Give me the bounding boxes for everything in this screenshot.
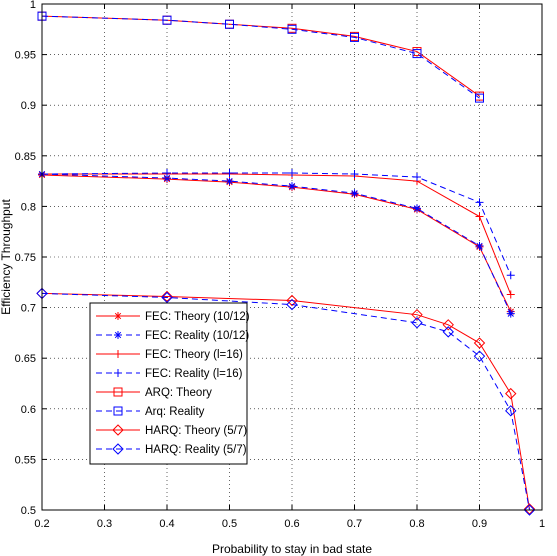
diamond-marker: [112, 424, 124, 436]
asterisk-marker: [114, 312, 122, 320]
plus-marker: [225, 169, 234, 178]
series-line: [41, 174, 512, 312]
x-tick-label: 0.6: [284, 518, 299, 530]
legend-label: HARQ: Theory (5/7): [145, 425, 247, 437]
asterisk-marker: [225, 177, 234, 186]
series-2: [38, 170, 515, 299]
square-marker: [113, 387, 123, 397]
diamond-marker: [161, 290, 173, 303]
plus-marker: [506, 290, 515, 299]
asterisk-marker: [413, 204, 421, 213]
y-tick-label: 0.95: [15, 50, 36, 62]
square-marker: [162, 15, 172, 25]
square-marker: [287, 24, 297, 34]
diamond-marker: [286, 298, 298, 311]
plus-marker: [475, 212, 484, 221]
diamond-marker: [523, 503, 536, 515]
legend: FEC: Theory (10/12) FEC: Reality (10/12) F…: [89, 302, 250, 465]
diamond-marker: [161, 291, 173, 304]
diamond-marker: [442, 319, 454, 331]
x-tick-label: 0.7: [347, 518, 362, 530]
y-tick-label: 0.55: [15, 454, 36, 466]
axis-ticks: 0.2 0.3 0.4 0.5 0.6 0.7 0.8 0.9 1 0.5 0.55 0.6 0.65 0…: [15, 0, 545, 530]
diamond-marker: [442, 326, 454, 338]
series-5: [37, 11, 484, 103]
legend-label: FEC: Theory (l=16): [145, 349, 243, 361]
square-marker: [350, 32, 359, 42]
series-line: [41, 292, 530, 510]
series-line: [41, 15, 480, 97]
y-tick-label: 0.75: [15, 252, 36, 264]
plus-marker: [350, 170, 359, 179]
x-tick-label: 0.8: [409, 518, 424, 530]
series-4: [37, 11, 484, 101]
x-tick-label: 0.2: [34, 518, 49, 530]
asterisk-marker: [288, 182, 296, 191]
diamond-marker: [411, 317, 423, 329]
asterisk-marker: [114, 331, 122, 339]
plus-marker: [163, 169, 171, 178]
y-axis-label: Efficiency Throughput: [0, 199, 13, 315]
grid-lines: [42, 4, 542, 510]
series-line: [42, 173, 512, 295]
legend-label: ARQ: Theory: [145, 387, 212, 399]
x-axis-label: Probability to stay in bad state: [212, 542, 372, 556]
square-marker: [475, 93, 484, 103]
series-line: [41, 173, 512, 314]
x-tick-label: 1: [539, 518, 545, 530]
plus-marker: [114, 369, 122, 377]
asterisk-marker: [475, 241, 484, 250]
diamond-marker: [505, 405, 517, 417]
x-tick-label: 0.9: [472, 518, 487, 530]
asterisk-marker: [506, 309, 515, 318]
series-0: [38, 171, 515, 316]
y-tick-label: 0.8: [21, 201, 36, 213]
series-line: [41, 15, 480, 99]
y-tick-label: 0.6: [21, 404, 36, 416]
square-marker: [225, 19, 234, 29]
plus-marker: [288, 169, 296, 178]
x-tick-label: 0.4: [159, 518, 174, 530]
series-line: [41, 172, 512, 276]
diamond-marker: [473, 350, 486, 362]
x-tick-label: 0.5: [222, 518, 237, 530]
square-marker: [113, 406, 123, 416]
plus-marker: [475, 198, 484, 207]
diamond-marker: [505, 387, 517, 400]
series-line: [41, 292, 530, 511]
legend-box: [89, 302, 248, 465]
y-tick-label: 0.5: [21, 505, 36, 517]
plus-marker: [413, 173, 421, 182]
diamond-marker: [523, 504, 536, 516]
asterisk-marker: [163, 174, 171, 183]
legend-label: FEC: Reality (l=16): [145, 368, 243, 380]
legend-label: HARQ: Reality (5/7): [145, 444, 247, 456]
square-marker: [412, 49, 422, 59]
legend-label: FEC: Theory (10/12): [145, 311, 250, 323]
x-tick-label: 0.3: [97, 518, 112, 530]
plus-marker: [114, 350, 122, 358]
diamond-marker: [411, 308, 423, 321]
asterisk-marker: [350, 189, 359, 198]
legend-label: FEC: Reality (10/12): [145, 330, 249, 342]
diamond-marker: [286, 294, 298, 307]
plus-marker: [506, 271, 515, 280]
y-tick-label: 0.7: [21, 303, 36, 315]
y-tick-label: 0.65: [15, 353, 36, 365]
y-tick-label: 0.85: [15, 151, 36, 163]
series-lines: [36, 11, 536, 516]
diamond-marker: [473, 337, 486, 349]
diamond-marker: [112, 443, 124, 455]
series-6: [36, 287, 536, 515]
y-tick-label: 0.9: [21, 100, 36, 112]
series-1: [38, 170, 515, 318]
y-tick-label: 1: [30, 0, 36, 11]
legend-label: Arq: Reality: [145, 406, 205, 418]
